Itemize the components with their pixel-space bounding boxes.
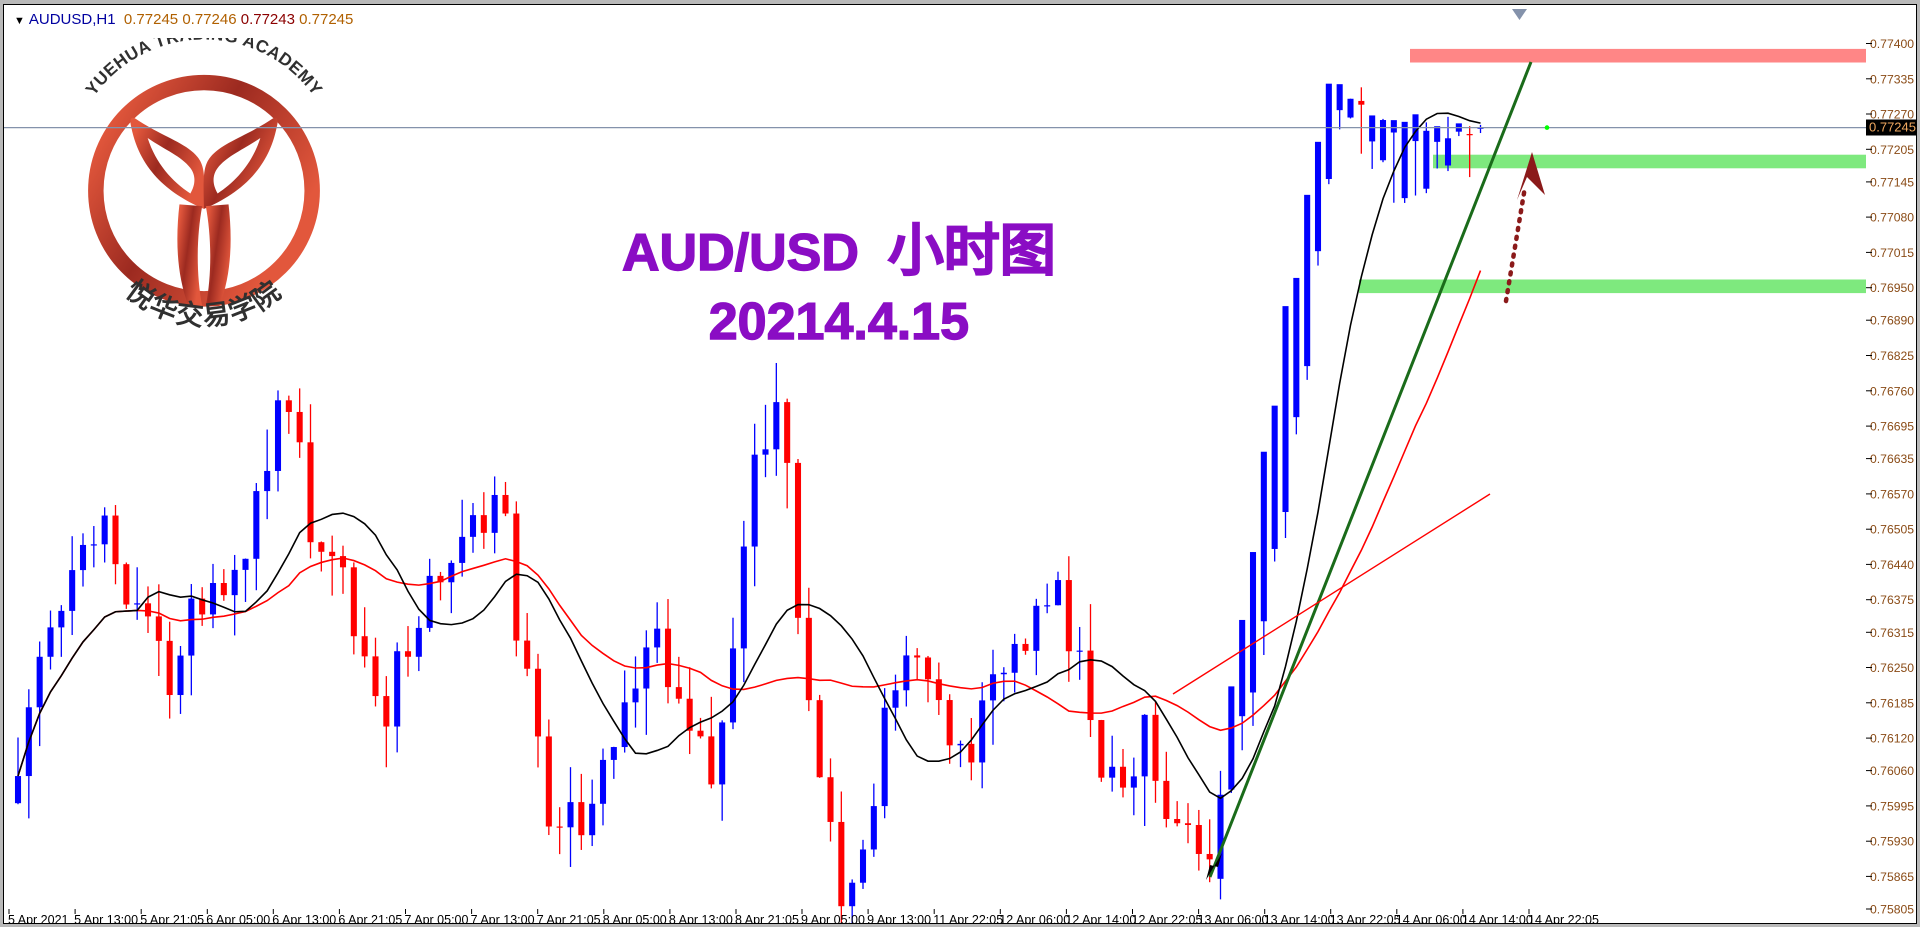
svg-text:0.77145: 0.77145 <box>1870 175 1914 189</box>
svg-text:13 Apr 06:00: 13 Apr 06:00 <box>1198 913 1269 924</box>
svg-text:0.76185: 0.76185 <box>1870 696 1914 710</box>
svg-text:0.77015: 0.77015 <box>1870 246 1914 260</box>
svg-text:5 Apr 2021: 5 Apr 2021 <box>8 913 69 924</box>
svg-text:0.76890: 0.76890 <box>1870 314 1914 328</box>
svg-text:0.77270: 0.77270 <box>1870 108 1914 122</box>
svg-text:0.75805: 0.75805 <box>1870 903 1914 917</box>
svg-text:13 Apr 22:05: 13 Apr 22:05 <box>1330 913 1401 924</box>
svg-text:12 Apr 22:05: 12 Apr 22:05 <box>1132 913 1203 924</box>
svg-text:9 Apr 05:00: 9 Apr 05:00 <box>801 913 865 924</box>
svg-text:11 Apr 22:05: 11 Apr 22:05 <box>933 913 1003 924</box>
svg-text:7 Apr 05:00: 7 Apr 05:00 <box>405 913 469 924</box>
svg-text:0.76060: 0.76060 <box>1870 764 1914 778</box>
svg-text:13 Apr 14:00: 13 Apr 14:00 <box>1264 913 1335 924</box>
svg-text:0.76440: 0.76440 <box>1870 558 1914 572</box>
svg-text:0.76120: 0.76120 <box>1870 732 1914 746</box>
svg-text:12 Apr 06:00: 12 Apr 06:00 <box>999 913 1070 924</box>
svg-text:0.77205: 0.77205 <box>1870 143 1914 157</box>
svg-text:0.76250: 0.76250 <box>1870 661 1914 675</box>
svg-text:0.76950: 0.76950 <box>1870 281 1914 295</box>
svg-text:8 Apr 05:00: 8 Apr 05:00 <box>603 913 667 924</box>
svg-text:0.76315: 0.76315 <box>1870 626 1914 640</box>
svg-text:0.75865: 0.75865 <box>1870 870 1914 884</box>
svg-text:14 Apr 22:05: 14 Apr 22:05 <box>1528 913 1599 924</box>
svg-text:0.77080: 0.77080 <box>1870 211 1914 225</box>
svg-text:5 Apr 21:05: 5 Apr 21:05 <box>140 913 204 924</box>
svg-text:14 Apr 06:00: 14 Apr 06:00 <box>1396 913 1467 924</box>
svg-text:0.76505: 0.76505 <box>1870 523 1914 537</box>
svg-text:0.76825: 0.76825 <box>1870 349 1914 363</box>
svg-text:0.75930: 0.75930 <box>1870 835 1914 849</box>
svg-text:0.76695: 0.76695 <box>1870 420 1914 434</box>
svg-text:12 Apr 14:00: 12 Apr 14:00 <box>1065 913 1136 924</box>
svg-text:0.76375: 0.76375 <box>1870 593 1914 607</box>
svg-text:9 Apr 13:00: 9 Apr 13:00 <box>867 913 931 924</box>
svg-text:0.77400: 0.77400 <box>1870 37 1914 51</box>
svg-text:0.77245: 0.77245 <box>1869 120 1916 135</box>
svg-text:0.76760: 0.76760 <box>1870 384 1914 398</box>
svg-text:6 Apr 05:00: 6 Apr 05:00 <box>206 913 270 924</box>
svg-text:6 Apr 21:05: 6 Apr 21:05 <box>338 913 402 924</box>
svg-text:8 Apr 13:00: 8 Apr 13:00 <box>669 913 733 924</box>
svg-text:7 Apr 13:00: 7 Apr 13:00 <box>471 913 535 924</box>
svg-text:6 Apr 13:00: 6 Apr 13:00 <box>272 913 336 924</box>
svg-text:7 Apr 21:05: 7 Apr 21:05 <box>537 913 601 924</box>
svg-text:0.77335: 0.77335 <box>1870 72 1914 86</box>
svg-text:0.76570: 0.76570 <box>1870 487 1914 501</box>
svg-text:14 Apr 14:00: 14 Apr 14:00 <box>1462 913 1533 924</box>
svg-text:0.76635: 0.76635 <box>1870 452 1914 466</box>
svg-text:5 Apr 13:00: 5 Apr 13:00 <box>74 913 138 924</box>
svg-text:0.75995: 0.75995 <box>1870 799 1914 813</box>
svg-text:8 Apr 21:05: 8 Apr 21:05 <box>735 913 799 924</box>
